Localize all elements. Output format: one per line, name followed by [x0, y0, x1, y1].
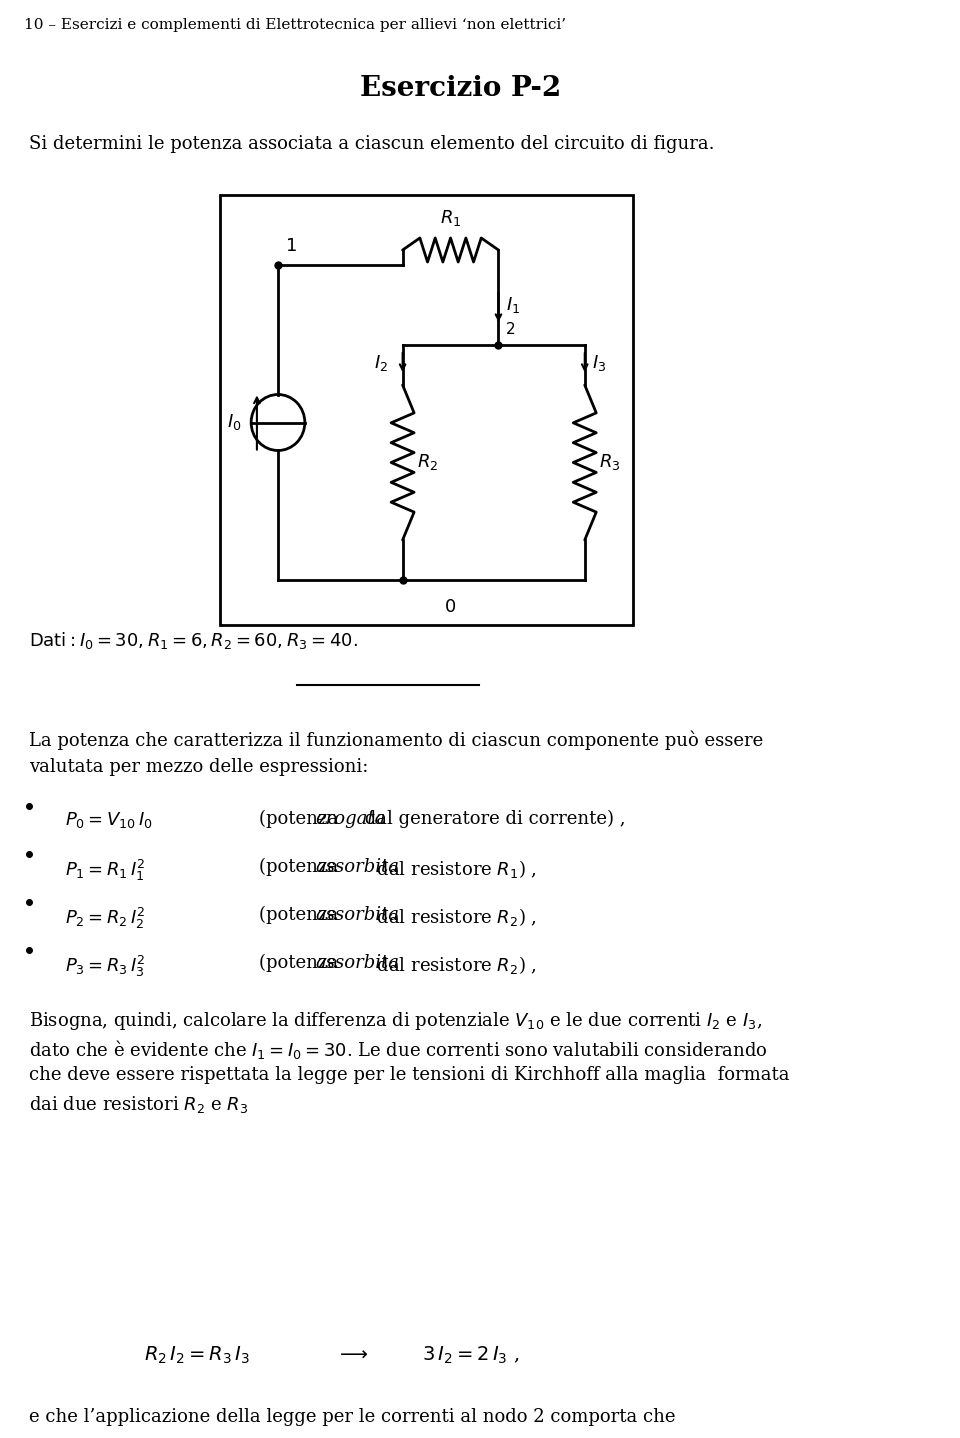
Text: La potenza che caratterizza il funzionamento di ciascun componente può essere: La potenza che caratterizza il funzionam…: [29, 731, 763, 749]
Text: (potenza: (potenza: [259, 906, 344, 925]
Text: 0: 0: [444, 598, 456, 615]
Text: $I_0$: $I_0$: [228, 413, 242, 433]
Text: $3\, I_2 = 2\, I_3$ ,: $3\, I_2 = 2\, I_3$ ,: [421, 1345, 519, 1366]
Text: dato che è evidente che $I_1 = I_0 = 30$. Le due correnti sono valutabili consid: dato che è evidente che $I_1 = I_0 = 30$…: [29, 1038, 767, 1061]
Text: Esercizio P-2: Esercizio P-2: [359, 75, 561, 102]
Text: erogata: erogata: [315, 810, 385, 828]
Text: $R_2\, I_2 = R_3\, I_3$: $R_2\, I_2 = R_3\, I_3$: [144, 1345, 250, 1366]
Text: $R_3$: $R_3$: [599, 453, 620, 473]
Text: $I_1$: $I_1$: [506, 295, 520, 315]
Text: e che l’applicazione della legge per le correnti al nodo 2 comporta che: e che l’applicazione della legge per le …: [29, 1408, 675, 1426]
Text: valutata per mezzo delle espressioni:: valutata per mezzo delle espressioni:: [29, 758, 368, 777]
Text: dal resistore $R_2$) ,: dal resistore $R_2$) ,: [371, 953, 537, 976]
Text: assorbita: assorbita: [315, 858, 399, 876]
Text: $R_1$: $R_1$: [440, 209, 461, 229]
Text: Si determini le potenza associata a ciascun elemento del circuito di figura.: Si determini le potenza associata a cias…: [29, 135, 714, 152]
Text: Bisogna, quindi, calcolare la differenza di potenziale $V_{10}$ e le due corrent: Bisogna, quindi, calcolare la differenza…: [29, 1009, 762, 1032]
Text: 1: 1: [286, 237, 297, 255]
Text: $P_2 = R_2\, I_2^2$: $P_2 = R_2\, I_2^2$: [65, 906, 146, 930]
Text: $P_0 = V_{10}\, I_0$: $P_0 = V_{10}\, I_0$: [65, 810, 153, 830]
Text: dal generatore di corrente) ,: dal generatore di corrente) ,: [358, 810, 625, 828]
Bar: [221, 196, 633, 626]
Text: $P_1 = R_1\, I_1^2$: $P_1 = R_1\, I_1^2$: [65, 858, 146, 883]
Text: $R_2$: $R_2$: [417, 453, 439, 473]
Text: $I_2$: $I_2$: [374, 352, 388, 372]
Text: 10 – Esercizi e complementi di Elettrotecnica per allievi ‘non elettrici’: 10 – Esercizi e complementi di Elettrote…: [24, 19, 566, 32]
Text: (potenza: (potenza: [259, 858, 344, 876]
Text: (potenza: (potenza: [259, 810, 344, 828]
Text: $I_3$: $I_3$: [592, 352, 607, 372]
Text: che deve essere rispettata la legge per le tensioni di Kirchhoff alla maglia  fo: che deve essere rispettata la legge per …: [29, 1066, 789, 1084]
Text: $P_3 = R_3\, I_3^2$: $P_3 = R_3\, I_3^2$: [65, 953, 146, 979]
Text: dal resistore $R_2$) ,: dal resistore $R_2$) ,: [371, 906, 537, 928]
Text: $\longrightarrow$: $\longrightarrow$: [335, 1345, 369, 1363]
Text: $\mathrm{Dati}: I_0 = 30, R_1 = 6, R_2 = 60, R_3 = 40.$: $\mathrm{Dati}: I_0 = 30, R_1 = 6, R_2 =…: [29, 630, 358, 651]
Text: dai due resistori $R_2$ e $R_3$: dai due resistori $R_2$ e $R_3$: [29, 1094, 249, 1114]
Text: (potenza: (potenza: [259, 953, 344, 972]
Text: assorbita: assorbita: [315, 906, 399, 925]
Text: assorbita: assorbita: [315, 953, 399, 972]
Text: 2: 2: [506, 322, 516, 336]
Text: dal resistore $R_1$) ,: dal resistore $R_1$) ,: [371, 858, 537, 880]
